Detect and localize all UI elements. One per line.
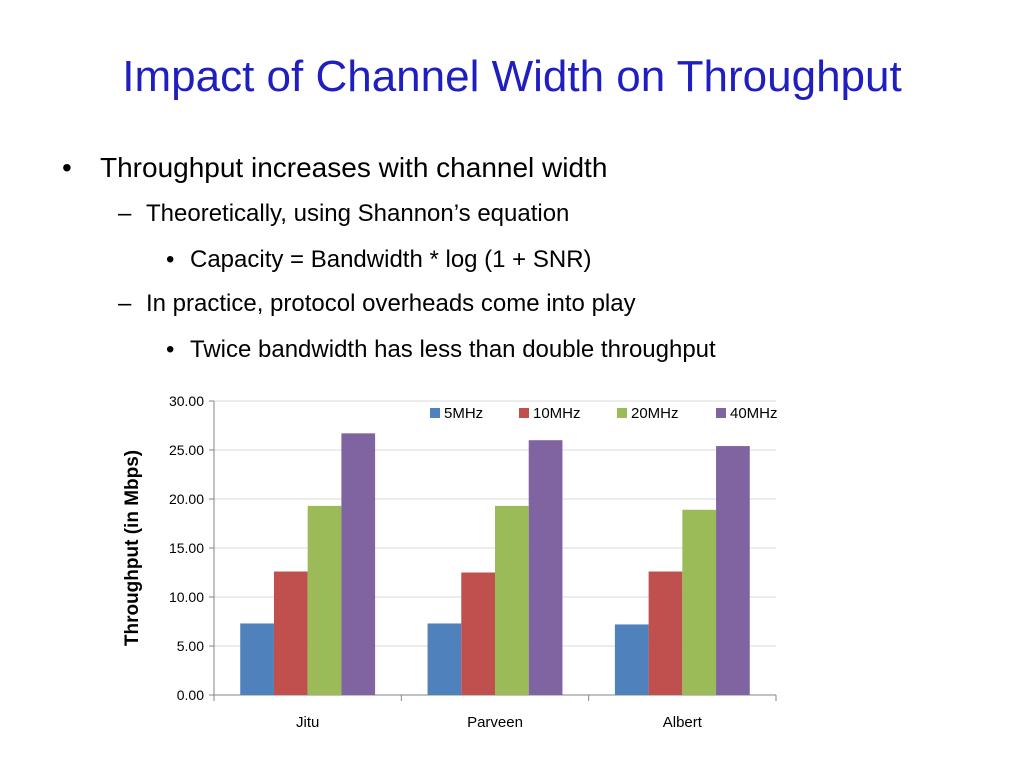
y-tick-label: 20.00 xyxy=(169,491,204,507)
legend-label: 20MHz xyxy=(631,405,679,422)
bar-40mhz xyxy=(341,433,376,695)
bullet-list: • Throughput increases with channel widt… xyxy=(0,0,1024,380)
bullet-item: Throughput increases with channel width xyxy=(100,152,608,183)
bar-10mhz xyxy=(273,571,308,695)
legend-label: 5MHz xyxy=(444,405,483,422)
x-tick-label: Albert xyxy=(663,714,703,731)
bar-10mhz xyxy=(648,571,683,695)
bullet-item: In practice, protocol overheads come int… xyxy=(146,290,636,317)
y-tick-label: 0.00 xyxy=(177,687,204,703)
bar-5mhz xyxy=(614,624,649,695)
legend-label: 40MHz xyxy=(730,405,778,422)
x-tick-label: Parveen xyxy=(467,714,523,731)
bullet-item: Twice bandwidth has less than double thr… xyxy=(190,336,716,363)
bar-5mhz xyxy=(427,623,462,695)
y-axis-title: Throughput (in Mbps) xyxy=(122,450,143,646)
bar-20mhz xyxy=(682,509,717,695)
bullet-marker: • xyxy=(166,246,175,273)
bullet-marker: • xyxy=(166,336,175,363)
y-tick-label: 5.00 xyxy=(177,638,204,654)
bullet-item: Theoretically, using Shannon’s equation xyxy=(146,200,570,227)
legend-swatch xyxy=(519,408,529,418)
bar-20mhz xyxy=(495,505,529,695)
y-tick-label: 15.00 xyxy=(169,540,204,556)
bullet-marker: – xyxy=(118,200,132,227)
bar-40mhz xyxy=(716,446,750,695)
bar-5mhz xyxy=(240,623,274,695)
slide-title: Impact of Channel Width on Throughput xyxy=(122,52,902,101)
bar-20mhz xyxy=(307,505,342,695)
y-tick-label: 30.00 xyxy=(169,393,204,409)
bar-40mhz xyxy=(528,440,563,695)
legend-swatch xyxy=(617,408,627,418)
legend-swatch xyxy=(716,408,726,418)
y-tick-label: 10.00 xyxy=(169,589,204,605)
legend-label: 10MHz xyxy=(533,405,581,422)
x-tick-label: Jitu xyxy=(296,714,319,731)
y-tick-label: 25.00 xyxy=(169,442,204,458)
bullet-item: Capacity = Bandwidth * log (1 + SNR) xyxy=(190,246,592,273)
bullet-marker: – xyxy=(118,290,132,317)
legend-swatch xyxy=(430,408,440,418)
bar-10mhz xyxy=(461,572,495,695)
bullet-marker: • xyxy=(62,152,72,183)
bar-chart: 0.00 5.00 10.00 15.00 20.00 25.00 30.00 Jitu Par… xyxy=(122,393,778,731)
